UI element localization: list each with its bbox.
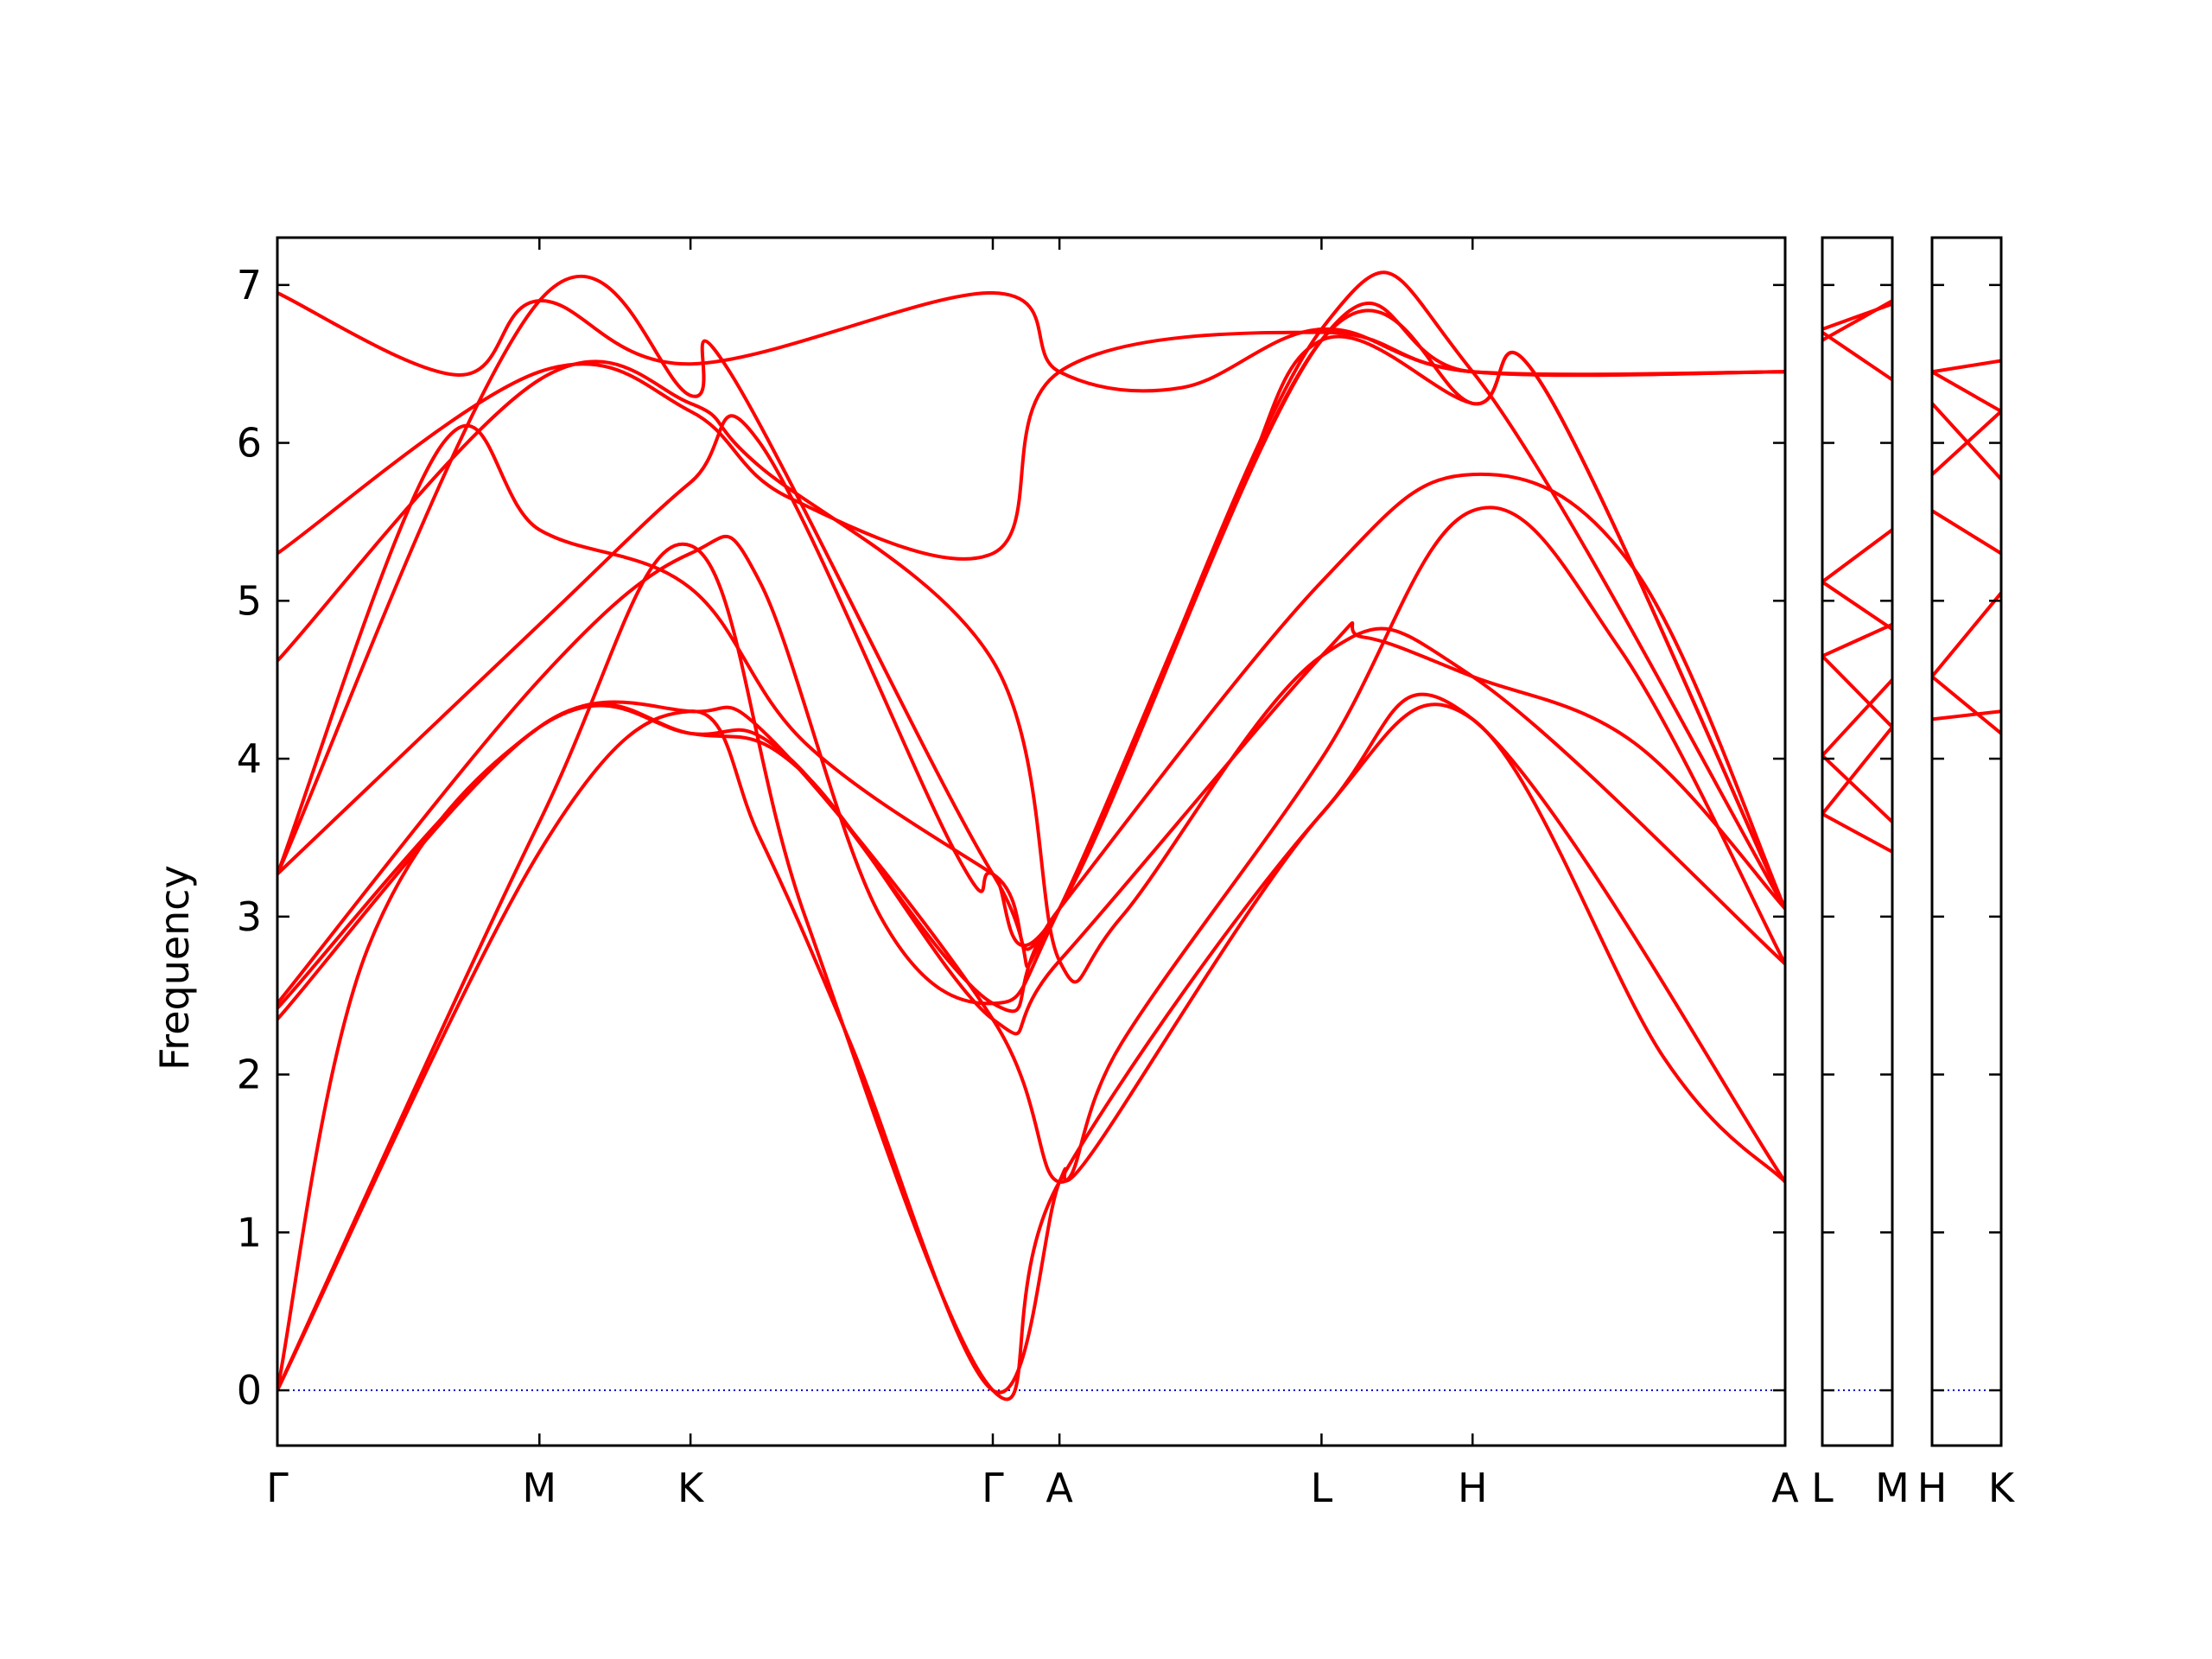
- x-tick-label: H: [1458, 1465, 1488, 1511]
- band-line-LM-6: [1822, 622, 1892, 658]
- band-line-LM-9: [1822, 299, 1892, 342]
- x-tick-label: M: [522, 1465, 556, 1511]
- band-line-LM-4: [1822, 677, 1892, 758]
- band-line-HK-1: [1932, 709, 2001, 721]
- band-line-LM-11: [1822, 302, 1892, 331]
- x-tick-label: K: [1988, 1465, 2016, 1511]
- band-line-HK-2: [1932, 675, 2001, 735]
- band-line-HK-4: [1932, 509, 2001, 556]
- band-line-LM-2: [1822, 725, 1892, 816]
- band-line-HK-7: [1932, 370, 2001, 413]
- y-tick-label: 1: [237, 1209, 262, 1255]
- band-line-HK-6: [1932, 401, 2001, 481]
- x-tick-label: Γ: [266, 1465, 289, 1511]
- plot-frame-main: [276, 236, 1787, 1447]
- y-tick-label: 4: [237, 735, 262, 782]
- band-line-main-6: [277, 334, 1785, 1006]
- band-group-main: [277, 270, 1785, 1402]
- x-tick-label: H: [1917, 1465, 1948, 1511]
- band-group-HK: [1932, 359, 2001, 735]
- band-line-main-11: [277, 290, 1785, 393]
- band-line-main-2: [277, 542, 1785, 1402]
- band-line-main-9: [277, 359, 1785, 984]
- x-tick-label: L: [1311, 1465, 1333, 1511]
- band-line-HK-3: [1932, 591, 2001, 678]
- band-line-LM-3: [1822, 753, 1892, 824]
- x-tick-label: L: [1811, 1465, 1834, 1511]
- y-axis-label: Frequency: [151, 865, 198, 1071]
- band-line-main-10: [277, 330, 1785, 561]
- bands-layer: [277, 270, 2001, 1402]
- band-line-LM-1: [1822, 812, 1892, 854]
- band-line-main-12: [277, 270, 1785, 969]
- plot-frame-HK: [1930, 236, 2003, 1447]
- y-tick-label: 5: [237, 577, 262, 624]
- y-tick-label: 2: [237, 1052, 262, 1098]
- band-line-main-1: [277, 702, 1785, 1395]
- band-group-LM: [1822, 299, 1892, 854]
- band-line-main-8: [277, 302, 1785, 948]
- band-line-HK-8: [1932, 359, 2001, 374]
- y-tick-label: 3: [237, 893, 262, 940]
- band-line-LM-7: [1822, 580, 1892, 632]
- x-tick-label: M: [1875, 1465, 1910, 1511]
- band-line-LM-8: [1822, 528, 1892, 584]
- x-tick-label: A: [1046, 1465, 1073, 1511]
- frames-layer: [276, 236, 2003, 1447]
- plot-frame-LM: [1821, 236, 1894, 1447]
- band-line-LM-10: [1822, 330, 1892, 382]
- x-tick-label: Γ: [982, 1465, 1004, 1511]
- band-line-LM-5: [1822, 654, 1892, 729]
- x-tick-label: K: [677, 1465, 705, 1511]
- ticks-layer: [276, 238, 2003, 1446]
- y-tick-label: 0: [237, 1367, 262, 1414]
- y-tick-label: 7: [237, 262, 262, 308]
- x-tick-label: A: [1771, 1465, 1799, 1511]
- y-tick-label: 6: [237, 420, 262, 467]
- band-line-main-5: [277, 472, 1785, 1014]
